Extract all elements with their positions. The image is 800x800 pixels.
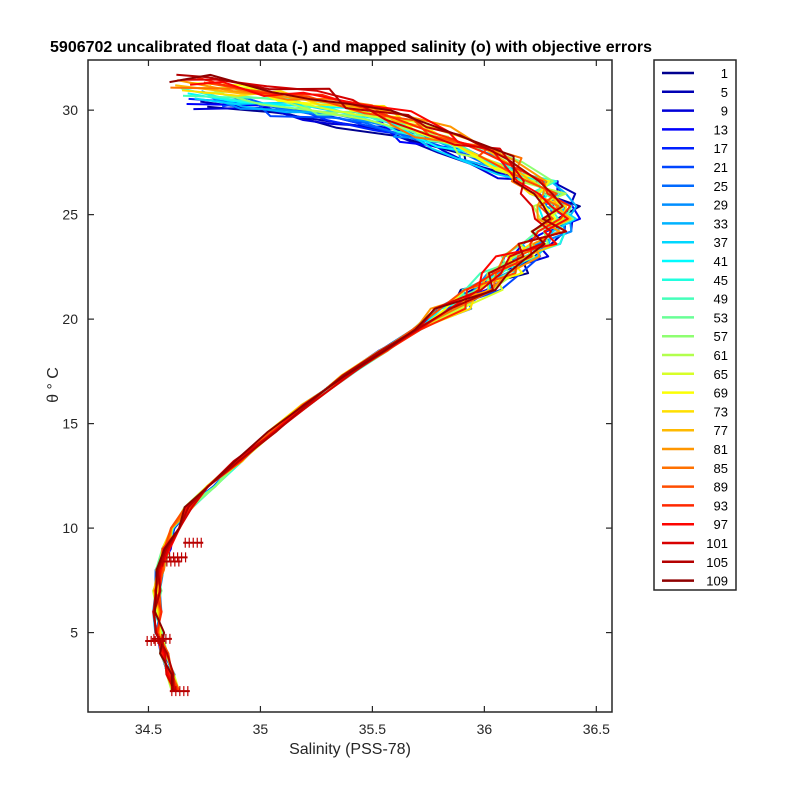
y-tick-label: 10 (62, 520, 78, 536)
legend-label: 89 (714, 480, 728, 495)
legend-label: 29 (714, 198, 728, 213)
legend-label: 13 (714, 122, 728, 137)
legend-label: 77 (714, 423, 728, 438)
y-tick-label: 15 (62, 416, 78, 432)
plot-frame (87, 59, 613, 713)
axis-ticks: 34.5 35 35.5 36 36.5 5 10 15 20 25 30 (62, 60, 612, 737)
legend-label: 9 (721, 104, 728, 119)
series-line-109 (153, 73, 552, 692)
legend-label: 49 (714, 292, 728, 307)
legend-label: 109 (706, 574, 728, 589)
series-line-105 (153, 73, 568, 692)
y-tick-label: 25 (62, 207, 78, 223)
legend-label: 61 (714, 348, 728, 363)
x-tick-label: 36.5 (583, 721, 610, 737)
legend-label: 105 (706, 555, 728, 570)
legend-label: 93 (714, 498, 728, 513)
legend-label: 65 (714, 367, 728, 382)
legend-label: 25 (714, 179, 728, 194)
x-tick-label: 35.5 (359, 721, 386, 737)
legend-label: 57 (714, 329, 728, 344)
legend-label: 85 (714, 461, 728, 476)
legend-label: 33 (714, 216, 728, 231)
chart-title: 5906702 uncalibrated float data (-) and … (50, 39, 652, 56)
x-tick-label: 36 (477, 721, 493, 737)
legend-label: 53 (714, 310, 728, 325)
legend-label: 5 (721, 85, 728, 100)
y-axis-label: θ ° C (45, 367, 62, 403)
legend-label: 17 (714, 141, 728, 156)
y-tick-label: 20 (62, 311, 78, 327)
x-tick-label: 35 (253, 721, 269, 737)
legend-label: 97 (714, 517, 728, 532)
series-line-89 (156, 81, 558, 692)
y-tick-label: 30 (62, 102, 78, 118)
legend-label: 81 (714, 442, 728, 457)
x-axis-label: Salinity (PSS-78) (289, 741, 411, 758)
legend-label: 21 (714, 160, 728, 175)
x-tick-label: 34.5 (135, 721, 162, 737)
legend-label: 45 (714, 273, 728, 288)
legend: 1 5 9 13 17 21 25 29 33 37 41 45 49 53 57 61 65 69 73 77 81 8… (662, 66, 728, 589)
profile-lines (152, 73, 581, 692)
legend-label: 41 (714, 254, 728, 269)
legend-label: 73 (714, 404, 728, 419)
legend-label: 101 (706, 536, 728, 551)
legend-label: 1 (721, 66, 728, 81)
legend-label: 37 (714, 235, 728, 250)
y-tick-label: 5 (70, 625, 78, 641)
mapped-salinity-error-bars (145, 537, 204, 697)
plot-area (88, 60, 612, 712)
legend-label: 69 (714, 386, 728, 401)
